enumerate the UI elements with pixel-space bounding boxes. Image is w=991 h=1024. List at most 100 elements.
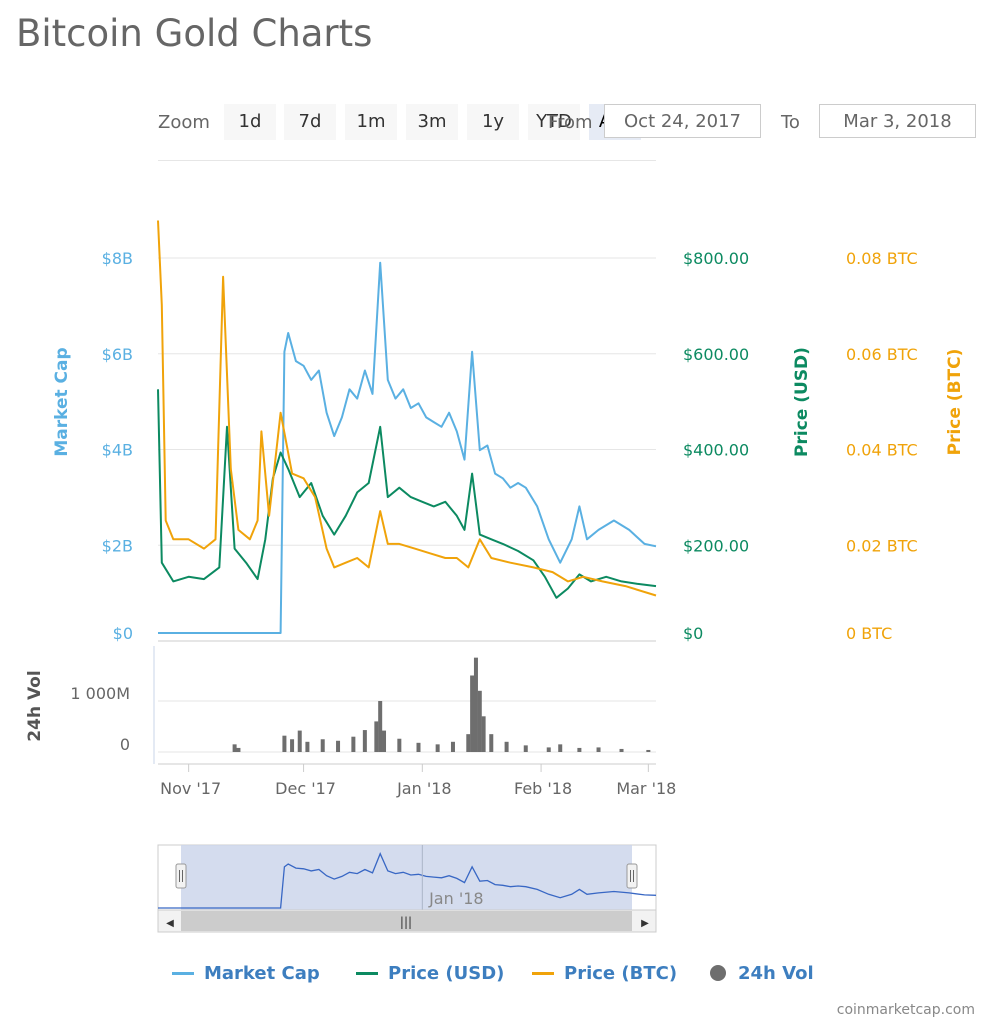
volume-tick-label: 1 000M [70, 684, 130, 703]
legend-label: 24h Vol [738, 962, 814, 984]
navigator-series-line [158, 852, 657, 909]
legend-item-24h-vol[interactable]: 24h Vol [710, 960, 814, 986]
from-date-input[interactable]: Oct 24, 2017 [604, 104, 761, 138]
volume-bar [450, 741, 455, 752]
volume-bar [351, 736, 356, 752]
volume-bar [416, 742, 421, 752]
scrollbar-thumb [181, 911, 632, 931]
price-usd-tick-label: $400.00 [683, 441, 749, 460]
market-cap-axis-title: Market Cap [52, 347, 72, 456]
x-tick-label: Jan '18 [396, 779, 452, 798]
from-label: From [548, 112, 593, 133]
volume-bar [290, 739, 295, 752]
x-tick-label: Dec '17 [275, 779, 336, 798]
x-tick-label: Mar '18 [616, 779, 676, 798]
zoom-1d-button[interactable]: 1d [224, 104, 276, 140]
zoom-ytd-button[interactable]: YTD [528, 104, 580, 140]
volume-bar [382, 730, 387, 752]
market-cap-tick-label: $8B [102, 249, 133, 268]
navigator-tick-label: Jan '18 [428, 889, 484, 908]
to-date-input[interactable]: Mar 3, 2018 [819, 104, 976, 138]
price-usd-line [157, 389, 657, 599]
zoom-1m-button[interactable]: 1m [345, 104, 397, 140]
scroll-left-arrow-icon: ◀ [166, 918, 174, 929]
price-btc-axis-title: Price (BTC) [945, 349, 965, 456]
volume-bar [619, 748, 624, 752]
volume-bar [232, 744, 237, 752]
volume-bar [282, 735, 287, 752]
legend-label: Price (BTC) [564, 962, 678, 984]
credits-link[interactable]: coinmarketcap.com [836, 1002, 975, 1018]
scroll-right-arrow-icon: ▶ [641, 918, 649, 929]
x-tick-label: Feb '18 [514, 779, 572, 798]
navigator-selection [181, 845, 632, 910]
zoom-label: Zoom [158, 112, 210, 133]
series-lines [157, 220, 657, 634]
volume-bar [558, 744, 563, 752]
price-usd-tick-label: $0 [683, 624, 703, 643]
volume-axis-title: 24h Vol [25, 670, 45, 741]
toolbar-divider [158, 160, 656, 161]
volume-bar [374, 721, 379, 752]
market-cap-tick-label: $2B [102, 536, 133, 555]
price-usd-tick-label: $800.00 [683, 249, 749, 268]
legend-item-price-btc[interactable]: Price (BTC) [532, 960, 677, 986]
legend-dot-icon [710, 965, 726, 981]
volume-bar [435, 744, 440, 752]
navigator-handle [626, 863, 638, 889]
page-title: Bitcoin Gold Charts [16, 12, 373, 55]
volume-bar [297, 730, 302, 752]
zoom-1y-button[interactable]: 1y [467, 104, 519, 140]
price-btc-tick-label: 0.04 BTC [846, 441, 918, 460]
volume-bar [577, 747, 582, 752]
chart-area: $0 $0 0 BTC $2B $200.00 0.02 BTC $4B $400.00 0.0… [25, 220, 965, 933]
volume-bar [466, 734, 471, 752]
market-cap-tick-label: $4B [102, 441, 133, 460]
market-cap-tick-label: $0 [113, 624, 133, 643]
price-btc-line [157, 220, 657, 597]
legend-label: Price (USD) [388, 962, 505, 984]
legend-line-icon [532, 971, 554, 975]
market-cap-tick-label: $6B [102, 345, 133, 364]
volume-bars [232, 657, 651, 752]
legend-line-icon [356, 971, 378, 975]
legend-label: Market Cap [204, 962, 320, 984]
volume-bar [362, 730, 367, 752]
market-cap-line [158, 261, 657, 634]
volume-bar [470, 675, 475, 752]
volume-bar [378, 701, 383, 752]
price-usd-tick-label: $200.00 [683, 536, 749, 555]
navigator-handle [175, 863, 187, 889]
legend-item-price-usd[interactable]: Price (USD) [356, 960, 504, 986]
price-btc-tick-label: 0.08 BTC [846, 249, 918, 268]
volume-tick-label: 0 [120, 735, 130, 754]
x-tick-label: Nov '17 [160, 779, 221, 798]
scrollbar-grip: ||| [400, 915, 412, 929]
volume-bar [236, 747, 241, 752]
price-btc-tick-label: 0 BTC [846, 624, 892, 643]
to-label: To [781, 112, 800, 133]
volume-bar [397, 738, 402, 752]
volume-bar [646, 749, 651, 752]
volume-bar [596, 747, 601, 752]
volume-bar [523, 745, 528, 752]
volume-bar [473, 657, 478, 752]
price-btc-tick-label: 0.06 BTC [846, 345, 918, 364]
zoom-3m-button[interactable]: 3m [406, 104, 458, 140]
price-btc-tick-label: 0.02 BTC [846, 536, 918, 555]
price-usd-tick-label: $600.00 [683, 345, 749, 364]
axes: $0 $0 0 BTC $2B $200.00 0.02 BTC $4B $400.00 0.0… [25, 249, 965, 798]
volume-bar [546, 747, 551, 752]
volume-bar [477, 690, 482, 752]
navigator[interactable]: Jan '18 ||| ◀ ▶ [157, 844, 657, 933]
volume-bar [336, 740, 341, 752]
legend-item-market-cap[interactable]: Market Cap [172, 960, 320, 986]
volume-bar [504, 741, 509, 752]
price-usd-axis-title: Price (USD) [792, 347, 812, 457]
volume-bar [489, 734, 494, 752]
legend-line-icon [172, 971, 194, 975]
zoom-7d-button[interactable]: 7d [284, 104, 336, 140]
volume-bar [481, 716, 486, 752]
volume-bar [320, 739, 325, 752]
volume-bar [305, 741, 310, 752]
